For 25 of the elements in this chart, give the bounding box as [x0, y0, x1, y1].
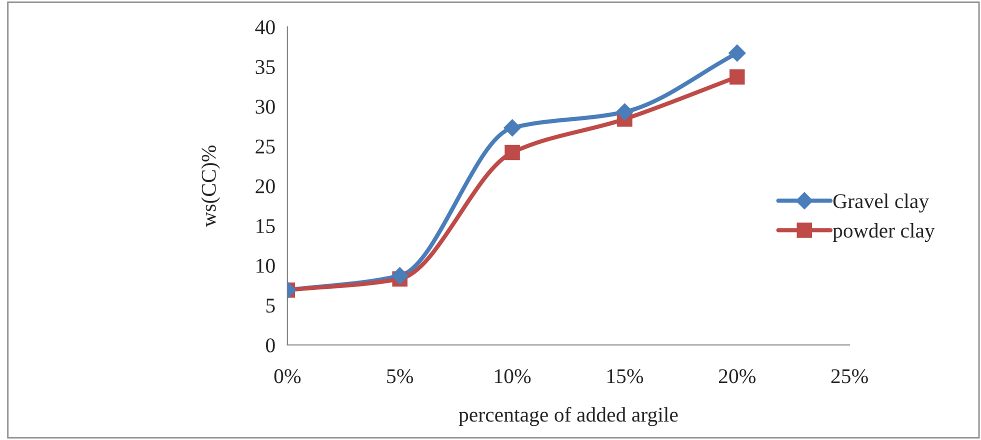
x-axis-title: percentage of added argile [458, 406, 678, 426]
legend-label: Gravel clay [833, 194, 930, 213]
x-tick-label: 10% [495, 369, 531, 384]
y-tick-label: 5 [266, 298, 275, 313]
x-tick-label: 25% [831, 369, 868, 384]
y-tick-label: 35 [256, 60, 275, 74]
x-tick-label: 15% [607, 369, 644, 384]
point [728, 44, 746, 62]
legend-label: powder clay [832, 223, 935, 242]
x-tick-label: 20% [718, 369, 756, 384]
point [504, 144, 520, 160]
x-tick-label: 0% [274, 369, 301, 384]
y-axis-title: ws(CC)% [201, 146, 220, 227]
y-tick-label: 15 [256, 219, 275, 234]
y-tick-label: 0 [266, 338, 275, 352]
y-tick-label: 25 [256, 140, 275, 154]
y-tick-label: 40 [255, 20, 275, 34]
point [504, 119, 521, 136]
x-tick-label: 5% [387, 369, 414, 384]
point [729, 69, 745, 85]
y-tick-label: 10 [256, 258, 275, 273]
y-tick-label: 30 [256, 100, 275, 114]
point [616, 103, 634, 120]
y-tick-label: 20 [256, 179, 275, 194]
point [391, 267, 408, 284]
